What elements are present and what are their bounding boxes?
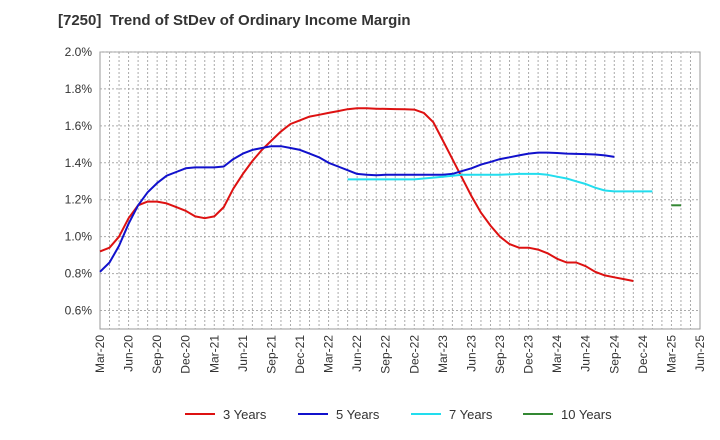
x-tick-label: Sep-20 bbox=[150, 335, 164, 374]
x-tick-label: Mar-25 bbox=[664, 335, 678, 373]
y-tick-label: 1.2% bbox=[65, 193, 93, 207]
y-axis-ticks: 0.6% 0.8% 1.0% 1.2% 1.4% 1.6% 1.8% 2.0% bbox=[65, 45, 93, 318]
x-tick-label: Sep-22 bbox=[379, 335, 393, 374]
y-tick-label: 1.4% bbox=[65, 156, 93, 170]
y-tick-label: 1.0% bbox=[65, 230, 93, 244]
legend-label: 7 Years bbox=[449, 407, 493, 422]
x-tick-label: Dec-22 bbox=[407, 335, 421, 374]
y-tick-label: 2.0% bbox=[65, 45, 93, 59]
x-tick-label: Jun-23 bbox=[464, 335, 478, 372]
y-tick-label: 0.8% bbox=[65, 267, 93, 281]
chart-title: [7250] Trend of StDev of Ordinary Income… bbox=[58, 12, 411, 29]
y-tick-label: 1.6% bbox=[65, 119, 93, 133]
x-tick-label: Sep-23 bbox=[493, 335, 507, 374]
x-tick-label: Mar-24 bbox=[550, 335, 564, 373]
x-tick-label: Sep-21 bbox=[264, 335, 278, 374]
x-tick-label: Dec-21 bbox=[293, 335, 307, 374]
legend: 3 Years 5 Years 7 Years 10 Years bbox=[185, 407, 612, 422]
grid-lines bbox=[100, 51, 700, 329]
y-tick-label: 0.6% bbox=[65, 304, 93, 318]
x-tick-label: Jun-22 bbox=[350, 335, 364, 372]
x-axis-ticks: Mar-20 Jun-20 Sep-20 Dec-20 Mar-21 Jun-21 Sep-… bbox=[93, 335, 707, 374]
x-tick-label: Mar-22 bbox=[322, 335, 336, 373]
series-lines bbox=[99, 107, 681, 282]
x-tick-label: Dec-23 bbox=[522, 335, 536, 374]
x-tick-label: Jun-24 bbox=[579, 335, 593, 372]
y-tick-label: 1.8% bbox=[65, 82, 93, 96]
x-tick-label: Mar-21 bbox=[207, 335, 221, 373]
plot-area bbox=[99, 51, 701, 330]
x-tick-label: Dec-20 bbox=[179, 335, 193, 374]
x-tick-label: Mar-20 bbox=[93, 335, 107, 373]
legend-label: 5 Years bbox=[336, 407, 380, 422]
x-tick-label: Dec-24 bbox=[636, 335, 650, 374]
series-line-3-years bbox=[99, 107, 634, 282]
x-tick-label: Jun-20 bbox=[122, 335, 136, 372]
x-tick-label: Jun-25 bbox=[693, 335, 707, 372]
series-line-5-years bbox=[99, 145, 615, 273]
x-tick-label: Jun-21 bbox=[236, 335, 250, 372]
x-tick-label: Mar-23 bbox=[436, 335, 450, 373]
series-line-7-years bbox=[347, 172, 653, 193]
legend-label: 10 Years bbox=[561, 407, 612, 422]
x-tick-label: Sep-24 bbox=[607, 335, 621, 374]
legend-label: 3 Years bbox=[223, 407, 267, 422]
